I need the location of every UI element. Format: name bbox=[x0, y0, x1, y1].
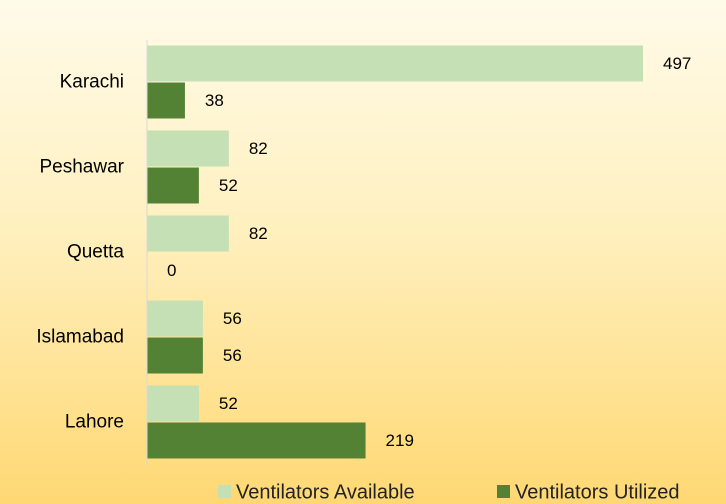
y-tick-label: Karachi bbox=[60, 72, 124, 93]
y-tick-label: Islamabad bbox=[36, 327, 124, 348]
data-label: 82 bbox=[249, 224, 268, 243]
data-label: 56 bbox=[223, 309, 242, 328]
bar bbox=[147, 130, 229, 167]
legend-swatch bbox=[497, 485, 510, 498]
y-tick-label: Quetta bbox=[67, 242, 124, 263]
bar bbox=[147, 337, 203, 374]
bar bbox=[147, 45, 643, 82]
legend-label: Ventilators Available bbox=[236, 481, 415, 503]
data-label: 56 bbox=[223, 346, 242, 365]
data-label: 38 bbox=[205, 91, 224, 110]
bar bbox=[147, 422, 366, 459]
y-tick-label: Peshawar bbox=[40, 157, 125, 178]
bar bbox=[147, 82, 185, 119]
legend-swatch bbox=[218, 485, 231, 498]
data-label: 0 bbox=[167, 261, 176, 280]
y-tick-label: Lahore bbox=[65, 412, 124, 433]
data-label: 52 bbox=[219, 394, 238, 413]
data-label: 52 bbox=[219, 176, 238, 195]
bar bbox=[147, 215, 229, 252]
bar bbox=[147, 167, 199, 204]
bar bbox=[147, 385, 199, 422]
legend-label: Ventilators Utilized bbox=[515, 481, 680, 503]
data-label: 219 bbox=[386, 431, 414, 450]
data-label: 82 bbox=[249, 139, 268, 158]
data-label: 497 bbox=[663, 54, 691, 73]
bar bbox=[147, 300, 203, 337]
